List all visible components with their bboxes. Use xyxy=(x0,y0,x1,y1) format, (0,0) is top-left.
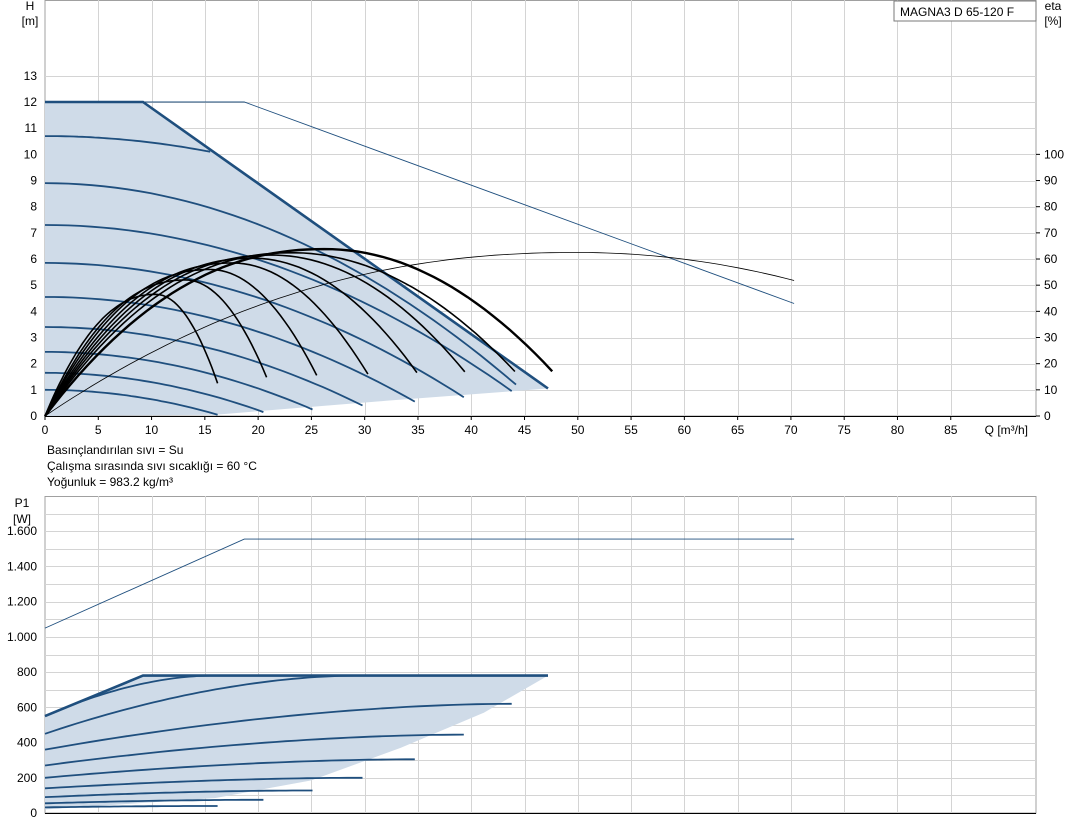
eta-tick-label: 50 xyxy=(1044,278,1058,292)
head-axis-unit: [m] xyxy=(22,14,39,28)
flow-tick-label: 0 xyxy=(42,423,49,437)
power-speed-curve xyxy=(44,789,313,798)
speed-curve xyxy=(44,182,517,386)
speed-curve xyxy=(45,135,211,153)
flow-tick-label: 20 xyxy=(251,423,265,437)
flow-tick-label: 50 xyxy=(571,423,585,437)
power-chart-axes: 0 200 400 600 800 1.000 1.200 1.400 1.600 xyxy=(7,524,1036,820)
power-tick-label: 1.000 xyxy=(7,630,37,644)
density-note: Yoğunluk = 983.2 kg/m³ xyxy=(47,475,173,489)
flow-tick-label: 80 xyxy=(891,423,905,437)
power-tick-label: 1.400 xyxy=(7,559,37,573)
power-speed-curve xyxy=(44,758,415,779)
head-tick-label: 11 xyxy=(25,121,38,135)
power-speed-curve xyxy=(44,733,464,767)
max-power-curve xyxy=(44,674,548,718)
product-label: MAGNA3 D 65-120 F xyxy=(900,5,1014,19)
power-tick-label: 800 xyxy=(17,665,37,679)
head-tick-label: 5 xyxy=(30,278,37,292)
head-tick-label: 0 xyxy=(30,409,37,423)
power-axis-title: P1 xyxy=(15,496,30,510)
eta-tick-label: 0 xyxy=(1044,409,1051,423)
power-operating-area xyxy=(45,675,548,810)
flow-tick-label: 15 xyxy=(198,423,212,437)
eta-axis-unit: [%] xyxy=(1044,14,1061,28)
flow-tick-label: 45 xyxy=(518,423,532,437)
head-operating-area-fill xyxy=(45,102,548,416)
head-tick-label: 10 xyxy=(24,147,38,161)
head-tick-label: 12 xyxy=(24,95,38,109)
speed-curve xyxy=(44,224,513,392)
head-tick-label: 13 xyxy=(24,69,38,83)
head-operating-area xyxy=(45,102,548,416)
flow-tick-label: 5 xyxy=(95,423,102,437)
speed-curve xyxy=(44,388,218,416)
eta-axis-title: eta xyxy=(1045,0,1062,13)
power-tick-label: 1.200 xyxy=(7,595,37,609)
power-tick-label: 1.600 xyxy=(7,524,37,538)
power-speed-curve xyxy=(44,674,356,735)
head-tick-label: 9 xyxy=(30,174,37,188)
power-speed-curve xyxy=(44,805,218,809)
eta-tick-label: 90 xyxy=(1044,174,1058,188)
power-axis-unit: [W] xyxy=(13,512,31,526)
speed-curve xyxy=(45,296,416,403)
efficiency-curve-max xyxy=(44,252,795,417)
head-tick-label: 6 xyxy=(30,252,37,266)
head-tick-label: 1 xyxy=(30,383,37,397)
power-tick-label: 600 xyxy=(17,700,37,714)
temperature-note: Çalışma sırasında sıvı sıcaklığı = 60 °C xyxy=(47,459,257,473)
power-tick-label: 400 xyxy=(17,736,37,750)
power-tick-label: 200 xyxy=(17,771,37,785)
power-speed-curve xyxy=(44,798,264,805)
liquid-note: Basınçlandırılan sıvı = Su xyxy=(47,443,184,457)
flow-tick-label: 35 xyxy=(411,423,425,437)
eta-tick-label: 30 xyxy=(1044,331,1058,345)
power-curves xyxy=(44,538,795,809)
flow-tick-label: 60 xyxy=(678,423,692,437)
flow-tick-label: 65 xyxy=(731,423,745,437)
head-tick-label: 4 xyxy=(30,304,37,318)
eta-tick-label: 20 xyxy=(1044,357,1058,371)
power-speed-curve xyxy=(44,776,363,790)
flow-tick-label: 25 xyxy=(305,423,319,437)
head-chart-axes: 0 5 10 15 20 25 30 35 40 45 50 55 60 65 70 75 80 85012345… xyxy=(24,69,1065,437)
eta-tick-label: 80 xyxy=(1044,200,1058,214)
head-tick-label: 2 xyxy=(30,357,37,371)
head-limit-line xyxy=(45,101,795,304)
power-speed-curve xyxy=(44,702,512,751)
product-label-box xyxy=(893,0,1037,22)
power-limit-line xyxy=(44,538,795,629)
eta-tick-label: 10 xyxy=(1044,383,1058,397)
flow-axis-title: Q [m³/h] xyxy=(985,423,1028,437)
power-tick-label: 0 xyxy=(30,806,37,820)
flow-tick-label: 30 xyxy=(358,423,372,437)
flow-tick-label: 40 xyxy=(465,423,479,437)
flow-tick-label: 10 xyxy=(145,423,159,437)
head-tick-label: 8 xyxy=(30,200,37,214)
power-operating-area-fill xyxy=(45,675,548,810)
eta-tick-label: 70 xyxy=(1044,226,1058,240)
efficiency-curve xyxy=(44,247,554,417)
speed-curve xyxy=(44,371,264,413)
eta-tick-label: 40 xyxy=(1044,304,1058,318)
head-curves xyxy=(44,100,795,417)
eta-tick-label: 100 xyxy=(1044,147,1064,161)
eta-tick-label: 60 xyxy=(1044,252,1058,266)
speed-curve xyxy=(44,262,465,398)
head-axis-title: H xyxy=(26,0,35,13)
flow-tick-label: 70 xyxy=(784,423,798,437)
flow-tick-label: 75 xyxy=(838,423,852,437)
head-tick-label: 3 xyxy=(30,331,37,345)
flow-tick-label: 85 xyxy=(944,423,958,437)
flow-tick-label: 55 xyxy=(624,423,638,437)
head-tick-label: 7 xyxy=(30,226,37,240)
